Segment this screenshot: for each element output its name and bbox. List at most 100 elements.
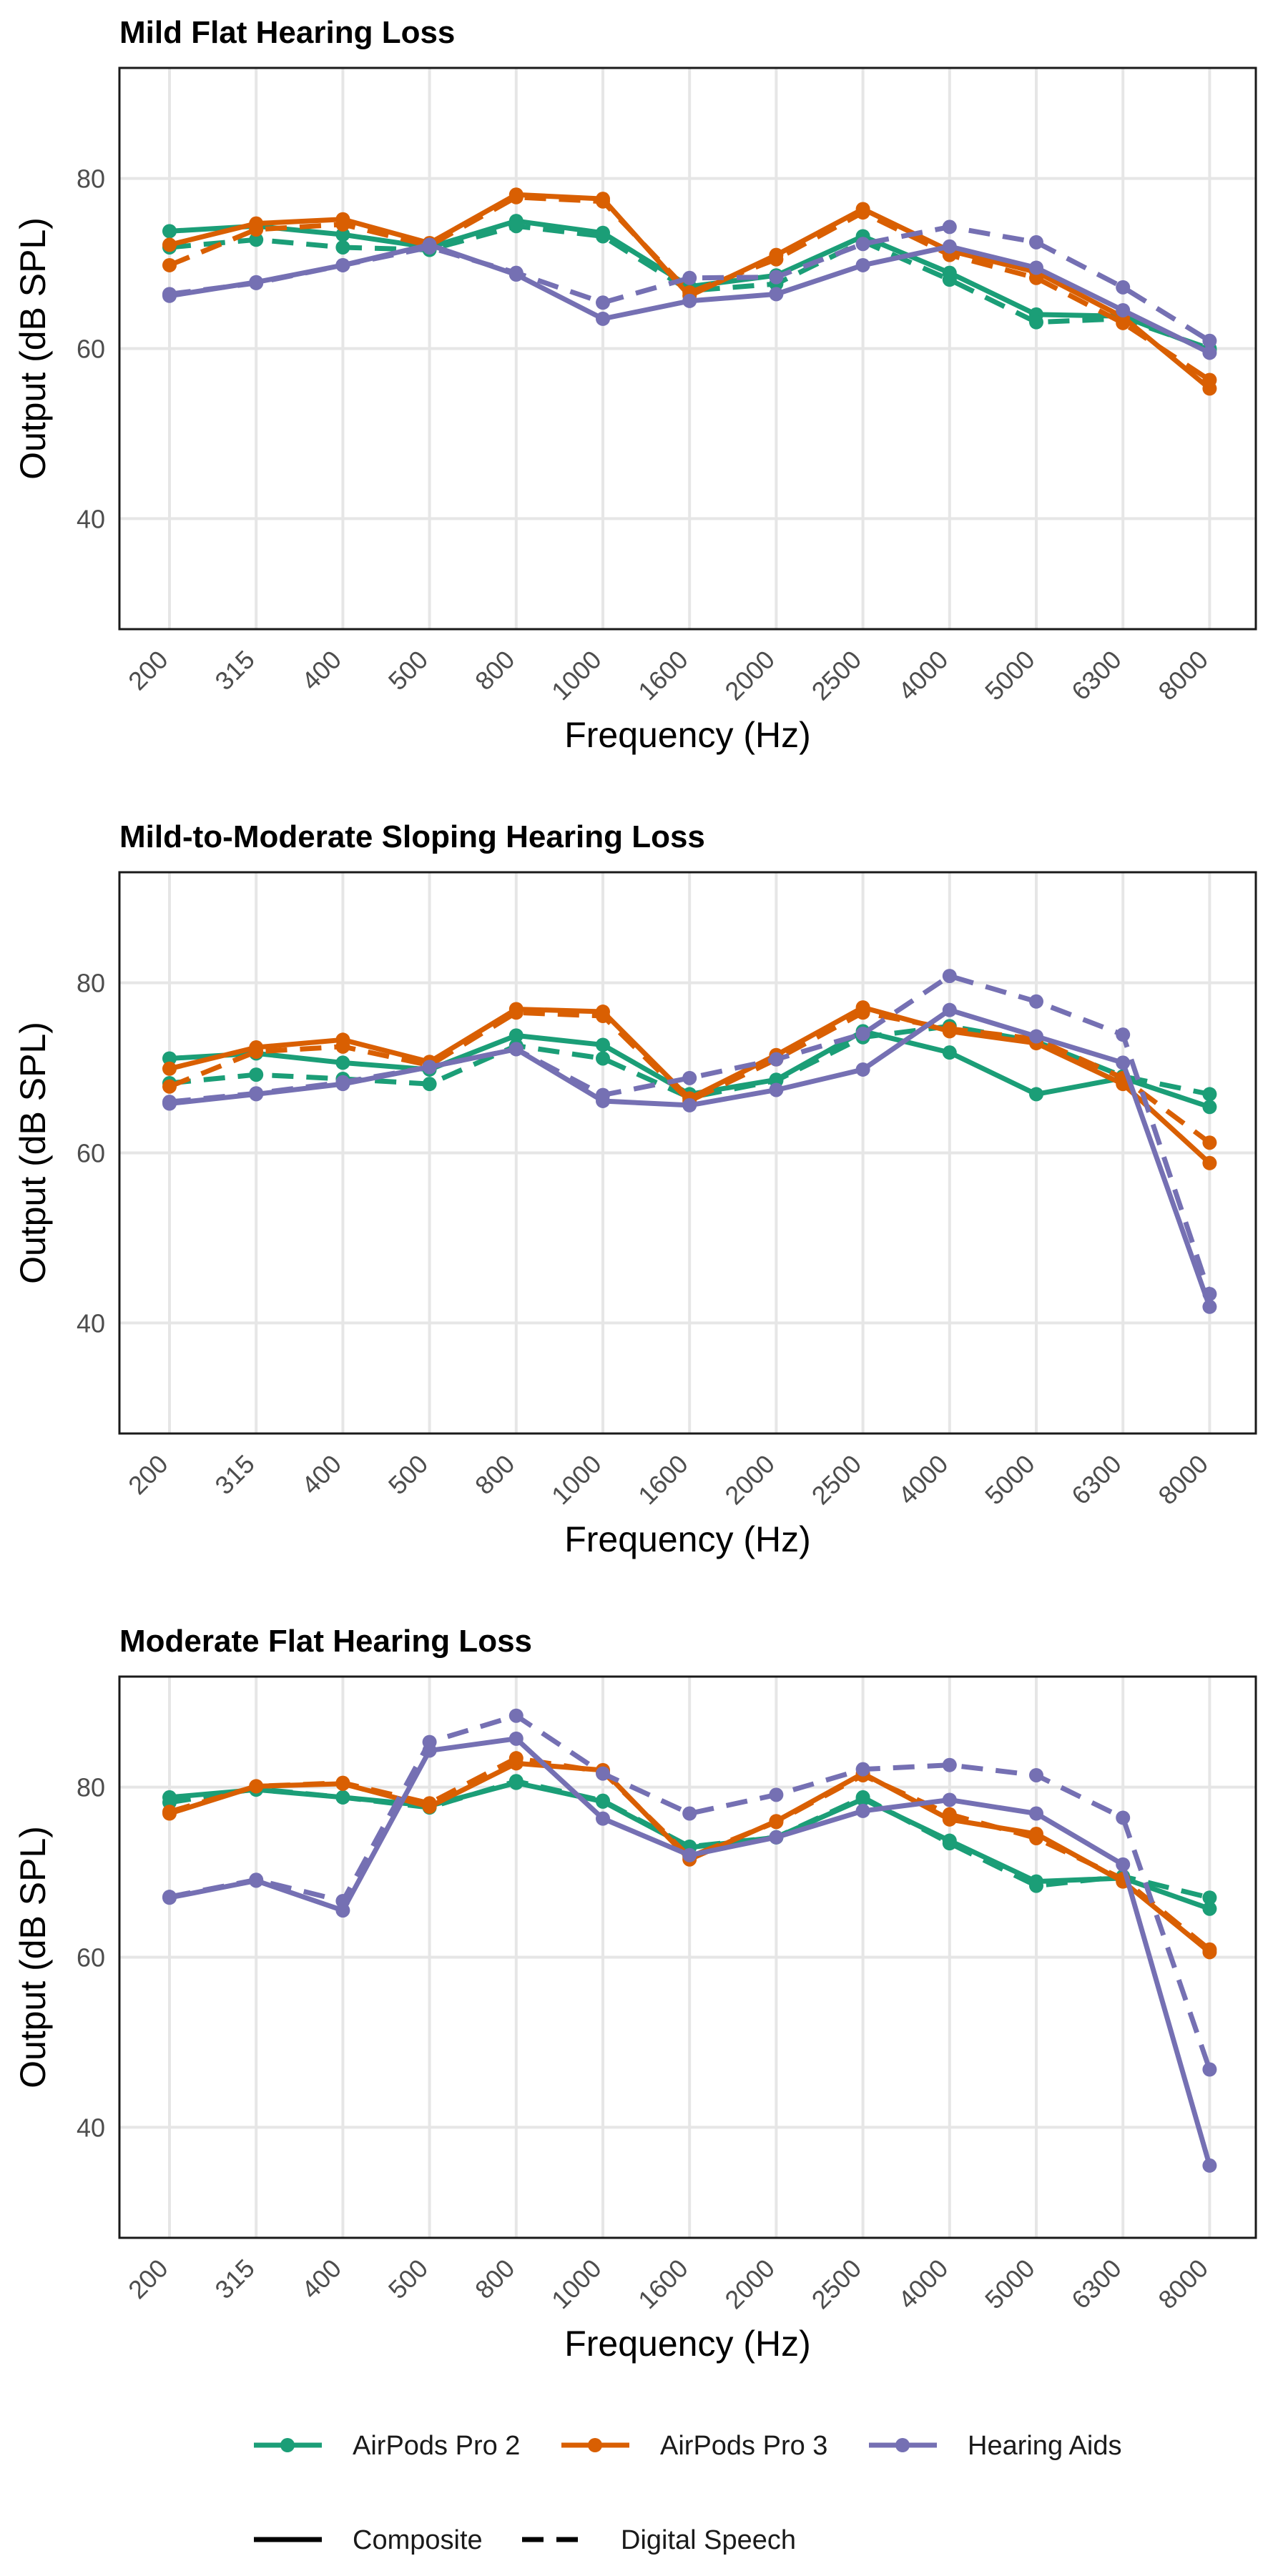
data-point [596,1037,610,1052]
data-point [162,1890,177,1905]
data-point [1202,2062,1217,2077]
data-point [1116,1055,1131,1070]
data-point [942,1045,957,1060]
data-point [596,229,610,244]
x-tick-label: 1600 [632,645,694,706]
y-tick-label: 80 [77,1773,105,1802]
series-hearing-aids-digital-speech [162,969,1217,1301]
legend-label: AirPods Pro 2 [353,2431,520,2461]
data-point [422,1077,437,1092]
data-point [508,1042,524,1057]
x-tick-label: 2500 [806,2254,867,2315]
data-point [335,1055,350,1070]
x-tick-label: 1000 [546,1449,607,1511]
x-tick-label: 1600 [632,1449,694,1511]
series-hearing-aids-digital-speech [162,1708,1217,2077]
chart-panel-3: Moderate Flat Hearing Loss 40 60 80 200 315 40… [13,1624,1257,2364]
data-point [422,1060,437,1075]
data-point [422,1734,437,1750]
x-tick-label: 6300 [1066,1449,1127,1511]
x-axis-title: Frequency (Hz) [564,2324,811,2364]
x-tick-label: 1600 [632,2254,694,2315]
data-point [596,1811,610,1826]
x-tick-label: 200 [122,2254,173,2304]
x-tick-label: 8000 [1152,2254,1214,2315]
y-tick-label: 60 [77,1943,105,1973]
legend-item-airpods-pro-3: AirPods Pro 3 [561,2431,827,2461]
series-hearing-aids-digital-speech [162,219,1217,348]
data-point [682,293,697,308]
data-point [769,1830,784,1845]
data-point [682,1097,697,1112]
data-point [1029,1878,1043,1893]
data-point [1029,1806,1043,1821]
x-tick-label: 315 [209,645,260,696]
data-point [508,189,524,204]
data-point [855,1803,870,1818]
x-tick-label: 1000 [546,2254,607,2315]
data-point [335,227,350,242]
y-axis-title: Output (dB SPL) [13,1022,53,1284]
x-tick-label: 2000 [719,1449,780,1511]
data-point [855,237,870,252]
legend-label: Hearing Aids [968,2431,1121,2461]
x-tick-label: 800 [469,645,520,696]
data-point [508,1708,524,1723]
data-point [942,219,957,235]
data-point [682,270,697,285]
data-point [1116,315,1131,330]
legend-label: Composite [353,2525,483,2555]
legend-item-composite: Composite [254,2525,483,2555]
data-point [596,1051,610,1066]
chart-panel-1: Mild Flat Hearing Loss 40 60 80 200 315 400 500… [13,15,1257,755]
data-point [508,1005,524,1020]
data-point [942,272,957,287]
data-point [162,257,177,272]
legend-item-hearing-aids: Hearing Aids [869,2431,1121,2461]
legend-label: AirPods Pro 3 [660,2431,827,2461]
data-point [855,1005,870,1020]
data-point [1202,1087,1217,1102]
gridlines [119,872,1256,1433]
plot-border [118,1675,1257,2239]
x-tick-label: 4000 [893,1449,954,1511]
data-point [1029,1830,1043,1845]
data-point [162,1095,177,1110]
y-tick-label: 60 [77,335,105,364]
chart-title: Mild-to-Moderate Sloping Hearing Loss [119,819,705,854]
data-point [1029,270,1043,285]
data-point [769,1815,784,1830]
data-point [508,265,524,280]
data-point [769,270,784,285]
data-point [335,1039,350,1054]
data-point [249,275,264,290]
data-point [596,1766,610,1781]
x-tick-label: 2000 [719,2254,780,2315]
data-point [249,1872,264,1887]
data-point [335,1075,350,1090]
data-point [1029,1767,1043,1782]
data-point [1202,372,1217,388]
x-tick-label: 2500 [806,1449,867,1511]
legend-label: Digital Speech [621,2525,796,2555]
x-tick-label: 4000 [893,2254,954,2315]
x-tick-label: 400 [296,645,347,696]
x-tick-label: 200 [122,645,173,696]
data-point [942,1021,957,1036]
data-point [596,194,610,209]
data-point [1029,315,1043,330]
data-point [335,240,350,255]
x-tick-label: 5000 [979,2254,1041,2315]
data-point [249,1779,264,1794]
x-tick-label: 800 [469,1449,520,1500]
data-point [596,1793,610,1808]
gridlines [119,68,1256,629]
x-tick-label: 2500 [806,645,867,706]
data-point [335,1790,350,1805]
data-point [855,1790,870,1805]
x-tick-label: 6300 [1066,645,1127,706]
x-tick-label: 400 [296,1449,347,1500]
data-point [508,1751,524,1766]
data-point [508,1028,524,1043]
y-tick-label: 80 [77,164,105,194]
